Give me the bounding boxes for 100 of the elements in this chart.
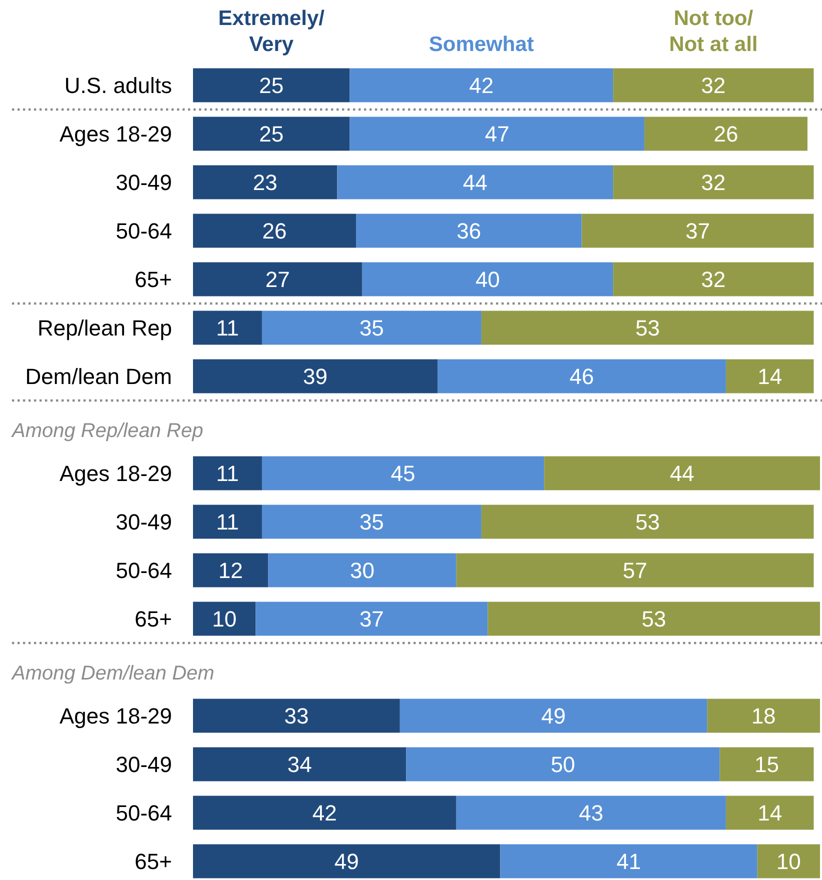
data-label: 41 (616, 849, 642, 874)
data-label: 11 (216, 316, 239, 341)
bar (726, 796, 814, 830)
bar (193, 504, 262, 539)
data-label: 49 (541, 704, 566, 729)
y-tick-label: 50-64 (116, 558, 172, 584)
y-tick-label: 65+ (134, 267, 172, 292)
y-tick-label: 30-49 (116, 510, 172, 535)
data-label: 12 (218, 558, 243, 584)
bar (720, 747, 814, 782)
bar (488, 602, 820, 636)
data-label: 26 (714, 122, 738, 147)
bar (356, 214, 582, 248)
data-label: 35 (359, 316, 384, 341)
bar (193, 456, 262, 490)
bar (644, 116, 808, 151)
data-label: 10 (212, 606, 237, 632)
bar (350, 68, 614, 102)
data-label: 57 (622, 558, 648, 584)
bar (262, 456, 544, 490)
bar (193, 747, 406, 782)
data-label: 43 (578, 800, 604, 826)
y-tick-label: 30-49 (116, 170, 172, 196)
bar (256, 602, 488, 636)
data-label: 44 (670, 461, 694, 486)
bar (456, 553, 814, 588)
bar (193, 310, 262, 345)
data-label: 42 (469, 73, 494, 98)
bar (350, 116, 644, 151)
y-tick-label: Rep/lean Rep (37, 316, 172, 341)
bar (438, 359, 726, 394)
bar (193, 116, 350, 151)
bar (262, 504, 482, 539)
bar (268, 553, 456, 588)
bar (193, 602, 256, 636)
y-tick-label: Ages 18-29 (59, 461, 172, 486)
y-tick-label: 50-64 (116, 800, 172, 826)
data-label: 44 (462, 170, 488, 196)
bar (544, 456, 820, 490)
y-tick-label: Dem/lean Dem (25, 364, 172, 390)
y-tick-label: 30-49 (116, 752, 172, 778)
data-label: 25 (259, 73, 284, 98)
data-label: 23 (252, 170, 278, 196)
data-label: 45 (390, 461, 416, 486)
bar (582, 214, 814, 248)
bar (613, 68, 814, 102)
annotation: Among Rep/lean Rep (11, 420, 204, 442)
bar (193, 359, 438, 394)
data-label: 53 (642, 606, 666, 632)
data-label: 53 (635, 316, 660, 341)
data-label: 30 (350, 558, 375, 584)
bar (193, 698, 400, 733)
bar (193, 68, 350, 102)
bar (726, 359, 814, 394)
data-label: 26 (262, 218, 287, 244)
series-label: Somewhat (428, 33, 534, 56)
bar (337, 165, 614, 200)
y-tick-label: U.S. adults (64, 73, 172, 98)
bar (193, 796, 456, 830)
data-label: 37 (685, 218, 710, 244)
data-label: 32 (701, 73, 726, 98)
data-label: 25 (259, 122, 284, 147)
data-label: 37 (359, 606, 384, 632)
bar (400, 698, 708, 733)
bar (262, 310, 482, 345)
data-label: 14 (758, 364, 782, 390)
bar (362, 262, 614, 296)
data-label: 40 (475, 267, 500, 292)
series-label: Extremely/Very (218, 7, 325, 56)
data-label: 33 (284, 704, 309, 729)
data-label: 34 (287, 752, 312, 778)
data-label: 14 (758, 800, 782, 826)
annotation: Among Dem/lean Dem (11, 662, 214, 684)
data-label: 15 (754, 752, 779, 778)
data-label: 47 (484, 122, 510, 147)
data-label: 11 (216, 510, 239, 535)
bar (193, 214, 356, 248)
bar (613, 165, 814, 200)
bar (481, 504, 814, 539)
data-label: 10 (776, 849, 801, 874)
bar (757, 844, 820, 878)
y-tick-label: Ages 18-29 (59, 704, 172, 729)
bar (500, 844, 758, 878)
bar (481, 310, 814, 345)
bar (193, 262, 362, 296)
data-label: 42 (312, 800, 337, 826)
y-tick-label: 65+ (134, 849, 172, 874)
bar (193, 165, 338, 200)
data-label: 18 (751, 704, 776, 729)
data-label: 49 (334, 849, 359, 874)
bar (193, 844, 500, 878)
bar (456, 796, 726, 830)
y-tick-label: Ages 18-29 (59, 122, 172, 147)
data-label: 27 (265, 267, 290, 292)
bar (193, 553, 268, 588)
data-label: 39 (303, 364, 328, 390)
series-label: Not too/Not at all (669, 7, 758, 56)
data-label: 46 (570, 364, 594, 390)
data-label: 36 (456, 218, 482, 244)
y-tick-label: 50-64 (116, 218, 172, 244)
